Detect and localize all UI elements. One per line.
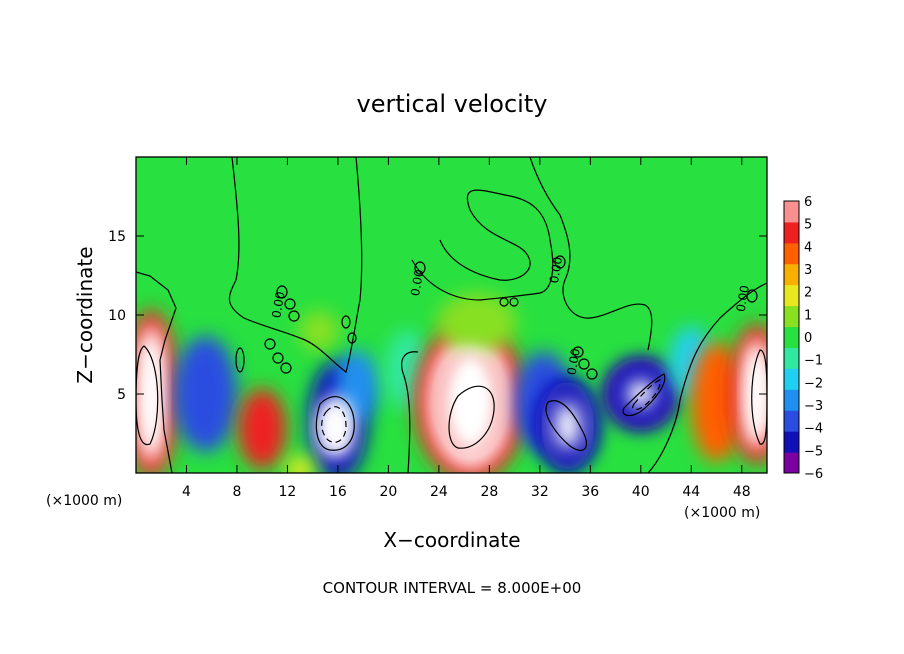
zero-contour-boundary-west [228, 157, 363, 374]
zero-contour-left-core [136, 345, 159, 446]
colorbar-tick-label: −4 [804, 422, 823, 437]
zero-contour-upper-left [136, 271, 177, 473]
colorbar-tick-label: 4 [804, 240, 812, 255]
colorbar-tick-label: 6 [804, 195, 812, 210]
y-tick-label: 10 [108, 308, 126, 324]
y-tick-label: 5 [117, 387, 126, 403]
velocity-cell [690, 341, 743, 462]
colorbar-tick-label: 3 [804, 263, 812, 278]
zero-contour-tongue [411, 189, 554, 301]
contour-labels: 0.00 0.00 0.00 0.00 0.00 [269, 256, 752, 376]
zero-contour-core-34 [545, 400, 587, 451]
colorbar-frame [783, 200, 800, 474]
plot-area: 0.000.00 0.000.000.00 4 8 12 16 20 24 28 32 36 40 4… [108, 156, 768, 500]
zero-contour-core-16 [315, 396, 355, 451]
zero-contour-right-boundary [647, 282, 767, 473]
velocity-core [440, 349, 501, 455]
y-tick-label: 15 [108, 229, 126, 245]
velocity-cell [173, 336, 238, 452]
velocity-field [136, 292, 767, 473]
colorbar-tick-label: −2 [804, 376, 823, 391]
colorbar-swatch [784, 221, 799, 244]
velocity-cell [238, 388, 287, 469]
contour-label: 0.00 [547, 256, 565, 285]
contour-label: 0.00 [565, 347, 583, 376]
small-contour-loops [235, 255, 758, 380]
x-tick-label: 16 [329, 484, 347, 500]
x-tick-label: 28 [480, 484, 498, 500]
velocity-core [626, 379, 656, 409]
x-tick-label: 20 [379, 484, 397, 500]
x-axis-label: X−coordinate [383, 528, 520, 552]
colorbar-swatch [784, 410, 799, 432]
x-tick-label: 24 [430, 484, 448, 500]
x-tick-label: 48 [733, 484, 751, 500]
colorbar-tick-label: 2 [804, 286, 812, 301]
x-tick-label: 44 [682, 484, 700, 500]
velocity-cell [286, 455, 315, 473]
contour-label: 0.00 [734, 284, 752, 313]
colorbar-swatch [784, 201, 799, 223]
contour-label: 0.00 [408, 268, 426, 297]
colorbar-swatch [784, 452, 799, 474]
colorbar-swatch [784, 305, 799, 328]
zero-contour-upper-mid [529, 157, 653, 351]
colorbar-swatch [784, 431, 799, 453]
x-tick-label: 8 [232, 484, 241, 500]
colorbar-swatch [784, 347, 799, 369]
x-tick-label: 4 [182, 484, 191, 500]
colorbar-tick-label: −5 [804, 444, 823, 459]
colorbar-swatch [784, 284, 799, 307]
colorbar-tick-label: −1 [804, 354, 823, 369]
zero-contour-bottom-mid [401, 351, 419, 473]
colorbar: 6 5 4 3 2 1 0 −1 −2 −3 −4 −5 −6 [783, 195, 823, 482]
colorbar-swatch [784, 368, 799, 390]
zero-contour-right-core [751, 349, 767, 445]
velocity-cell [298, 310, 339, 351]
contour-interval-note: CONTOUR INTERVAL = 8.000E+00 [323, 579, 582, 597]
colorbar-tick-label: 5 [804, 218, 812, 233]
x-tick-label: 36 [581, 484, 599, 500]
colorbar-swatch [784, 263, 799, 286]
zero-contour-core-40 [622, 373, 666, 417]
colorbar-tick-label: 0 [804, 331, 812, 346]
x-unit-right: (×1000 m) [684, 505, 760, 521]
x-unit-left: (×1000 m) [46, 493, 122, 509]
negative-contours-dashed [321, 379, 661, 443]
colorbar-swatch [784, 326, 799, 348]
chart-title: vertical velocity [357, 90, 548, 118]
zero-contour-core-27 [448, 385, 495, 449]
velocity-core [746, 349, 767, 439]
velocity-core [554, 401, 581, 450]
colorbar-tick-label: 1 [804, 308, 812, 323]
velocity-cell [436, 292, 517, 353]
x-tick-label: 32 [531, 484, 549, 500]
colorbar-tick-label: −6 [804, 467, 823, 482]
x-tick-label: 12 [279, 484, 297, 500]
y-axis-label: Z−coordinate [73, 246, 97, 383]
colorbar-tick-label: −3 [804, 399, 823, 414]
contour-label: 0.00 [269, 290, 287, 319]
colorbar-swatch [784, 389, 799, 411]
velocity-core [322, 403, 349, 452]
contour-lines [136, 157, 767, 473]
x-tick-label: 40 [632, 484, 650, 500]
colorbar-swatch [784, 242, 799, 265]
